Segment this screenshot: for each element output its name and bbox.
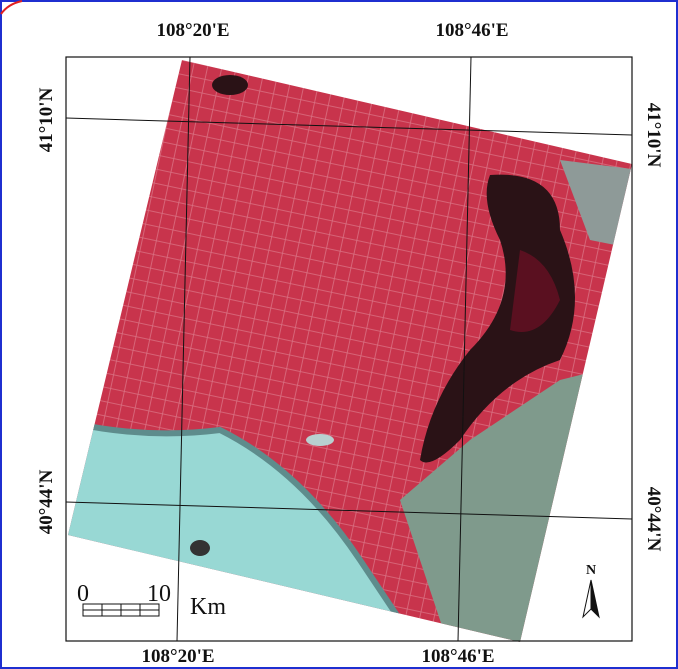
north-label: N: [586, 563, 596, 578]
left-label: 41°10'N: [36, 87, 57, 152]
left-label: 40°44'N: [36, 469, 57, 534]
corner-mark: [1, 1, 22, 14]
north-arrow: N: [583, 563, 599, 617]
right-label: 40°44'N: [643, 487, 664, 552]
scale-unit: Km: [190, 594, 226, 620]
scale-bar: 0 10 Km: [77, 581, 226, 620]
bottom-label: 108°46'E: [421, 646, 494, 667]
bottom-label: 108°20'E: [141, 646, 214, 667]
map-figure: 108°20'E 108°46'E 108°20'E 108°46'E 41°1…: [0, 0, 678, 669]
scale-end: 10: [147, 581, 171, 607]
satellite-image: [60, 55, 640, 650]
right-label: 41°10'N: [643, 103, 664, 168]
scale-start: 0: [77, 581, 89, 607]
top-label: 108°46'E: [435, 20, 508, 41]
top-label: 108°20'E: [156, 20, 229, 41]
